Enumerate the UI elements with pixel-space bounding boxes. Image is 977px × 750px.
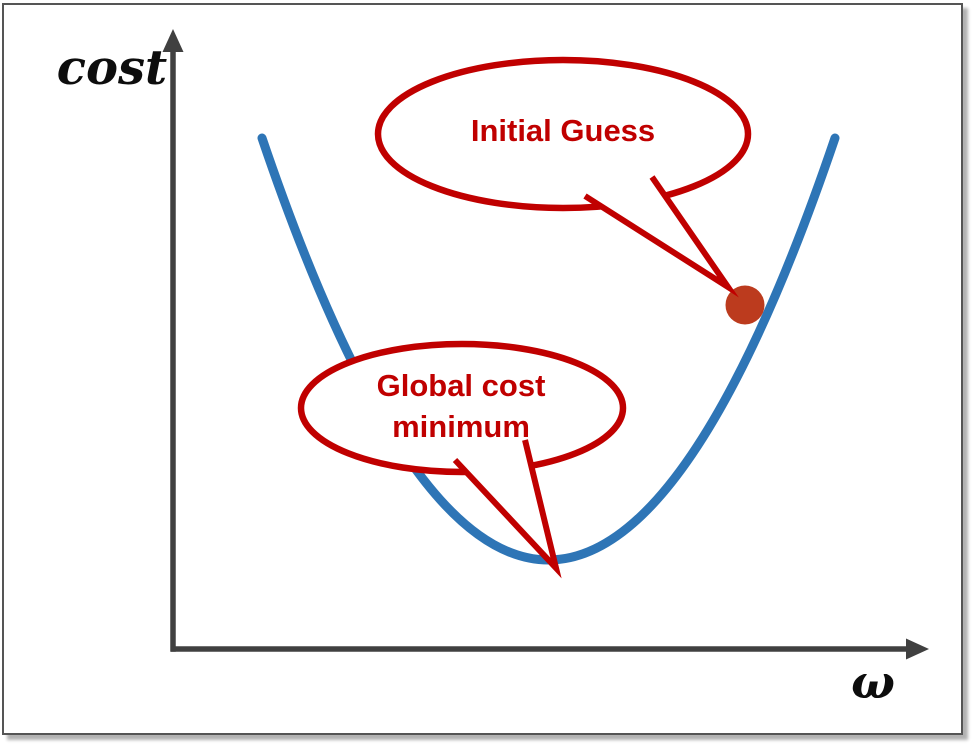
initial-guess-point <box>725 285 765 325</box>
x-axis-label: ω <box>851 655 895 709</box>
y-axis-label: cost <box>57 40 167 96</box>
callout-global-minimum-line2: minimum <box>392 409 530 444</box>
callout-bubble-ellipse <box>297 340 627 476</box>
callout-bubble-ellipse <box>374 56 752 212</box>
callout-global-minimum: Global cost minimum <box>297 340 627 579</box>
callout-tail <box>583 175 739 298</box>
x-axis-arrowhead-icon <box>906 638 929 660</box>
y-axis-arrowhead-icon <box>162 29 184 52</box>
callout-global-minimum-line1: Global cost <box>377 368 546 403</box>
callout-tail <box>452 439 562 579</box>
callout-initial-guess-label: Initial Guess <box>471 113 655 148</box>
axes <box>162 29 929 660</box>
callout-initial-guess: Initial Guess <box>374 56 752 298</box>
